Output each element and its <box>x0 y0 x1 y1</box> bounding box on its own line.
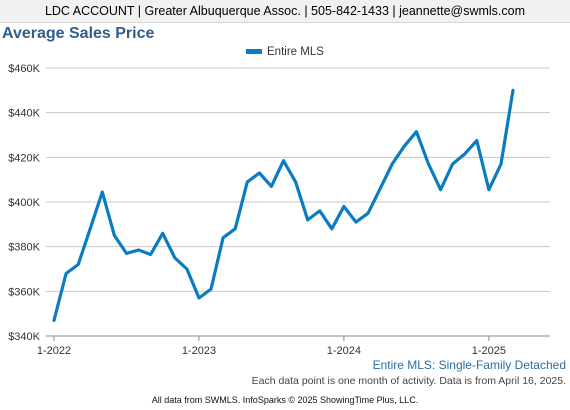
x-tick-label: 1-2022 <box>37 345 71 357</box>
y-tick-label: $340K <box>8 331 40 343</box>
y-tick-label: $400K <box>8 197 40 209</box>
legend-swatch <box>246 49 262 54</box>
footer-credit: All data from SWMLS. InfoSparks © 2025 S… <box>151 395 419 405</box>
y-tick-label: $460K <box>8 63 40 75</box>
x-tick-label: 1-2023 <box>182 345 216 357</box>
chart-title: Average Sales Price <box>2 25 155 42</box>
y-tick-label: $380K <box>8 242 40 254</box>
x-tick-label: 1-2024 <box>327 345 361 357</box>
y-tick-label: $420K <box>8 152 40 164</box>
series-line-entire-mls <box>52 88 515 322</box>
account-header-bar: LDC ACCOUNT | Greater Albuquerque Assoc.… <box>0 0 570 23</box>
chart-subtitle: Entire MLS: Single-Family Detached <box>372 358 566 372</box>
account-header-text: LDC ACCOUNT | Greater Albuquerque Assoc.… <box>44 4 526 18</box>
data-note: Each data point is one month of activity… <box>251 375 566 387</box>
x-tick-label: 1-2025 <box>472 345 506 357</box>
y-tick-label: $360K <box>8 286 40 298</box>
y-tick-label: $440K <box>8 108 40 120</box>
legend-label: Entire MLS <box>267 46 324 58</box>
